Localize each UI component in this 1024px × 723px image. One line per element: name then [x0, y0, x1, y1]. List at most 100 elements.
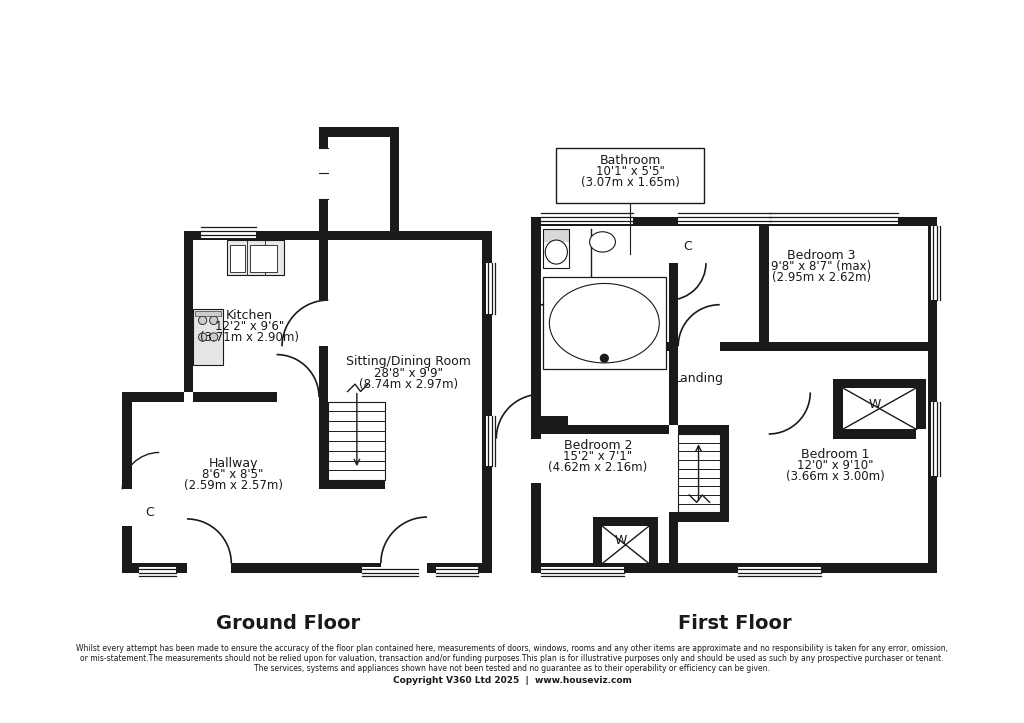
Bar: [226, 240, 284, 275]
Text: Bedroom 1: Bedroom 1: [801, 448, 869, 461]
Bar: [184, 231, 194, 393]
Text: (4.62m x 2.16m): (4.62m x 2.16m): [548, 461, 647, 474]
Bar: [276, 393, 319, 402]
Bar: [678, 342, 937, 351]
Text: The services, systems and appliances shown have not been tested and no guarantee: The services, systems and appliances sho…: [254, 664, 770, 673]
Bar: [678, 513, 729, 522]
Bar: [319, 127, 399, 137]
Text: (2.95m x 2.62m): (2.95m x 2.62m): [772, 271, 871, 284]
Bar: [329, 402, 385, 480]
Bar: [201, 226, 256, 238]
Bar: [319, 393, 329, 480]
Bar: [593, 563, 648, 573]
Text: Landing: Landing: [674, 372, 724, 385]
Bar: [541, 567, 624, 580]
Circle shape: [210, 333, 218, 341]
Text: 9'8" x 8'7" (max): 9'8" x 8'7" (max): [771, 260, 871, 273]
Bar: [122, 563, 492, 573]
Bar: [122, 393, 184, 402]
Bar: [648, 517, 657, 563]
Bar: [541, 211, 633, 224]
Text: Hallway: Hallway: [208, 457, 258, 470]
Bar: [531, 563, 937, 573]
Bar: [194, 393, 319, 402]
Bar: [196, 311, 221, 316]
Text: Bathroom: Bathroom: [599, 154, 660, 167]
Bar: [541, 424, 669, 434]
Bar: [678, 211, 771, 224]
Text: or mis-statement.The measurements should not be relied upon for valuation, trans: or mis-statement.The measurements should…: [80, 654, 944, 663]
Text: (3.66m x 3.00m): (3.66m x 3.00m): [785, 470, 885, 483]
Text: Whilst every attempt has been made to ensure the accuracy of the floor plan cont: Whilst every attempt has been made to en…: [76, 643, 948, 653]
Bar: [544, 277, 667, 369]
Bar: [486, 263, 499, 314]
Text: 8'6" x 8'5": 8'6" x 8'5": [203, 468, 264, 481]
Text: 12'2" x 9'6": 12'2" x 9'6": [215, 320, 285, 333]
Text: W: W: [868, 398, 881, 411]
Ellipse shape: [590, 232, 615, 252]
Bar: [531, 416, 568, 424]
Bar: [194, 309, 223, 364]
Text: Sitting/Dining Room: Sitting/Dining Room: [346, 356, 471, 369]
Bar: [669, 513, 678, 573]
Bar: [362, 567, 418, 580]
Circle shape: [199, 316, 207, 325]
Bar: [226, 240, 284, 275]
Ellipse shape: [545, 240, 567, 264]
Bar: [319, 231, 329, 300]
Text: W: W: [614, 534, 627, 547]
Bar: [738, 567, 821, 580]
Bar: [720, 424, 729, 522]
Circle shape: [210, 316, 218, 325]
Bar: [122, 393, 131, 573]
Text: Ground Floor: Ground Floor: [216, 614, 360, 633]
Bar: [834, 379, 843, 429]
Bar: [184, 231, 492, 240]
Text: 12'0" x 9'10": 12'0" x 9'10": [797, 459, 873, 472]
Bar: [834, 429, 916, 439]
Circle shape: [199, 333, 207, 341]
Bar: [760, 351, 771, 393]
Bar: [230, 244, 245, 273]
Text: (3.07m x 1.65m): (3.07m x 1.65m): [581, 176, 680, 189]
Bar: [250, 244, 278, 273]
Bar: [139, 567, 176, 580]
Bar: [593, 517, 648, 526]
Bar: [531, 217, 541, 573]
Bar: [194, 309, 223, 364]
Bar: [531, 217, 937, 226]
Text: 15'2" x 7'1": 15'2" x 7'1": [563, 450, 633, 463]
Bar: [319, 480, 385, 489]
Bar: [381, 563, 427, 574]
Bar: [669, 226, 680, 263]
Bar: [931, 226, 944, 300]
Bar: [556, 147, 705, 203]
Text: 28'8" x 9'9": 28'8" x 9'9": [374, 367, 443, 380]
Bar: [834, 379, 916, 388]
Bar: [678, 342, 720, 353]
Bar: [319, 147, 329, 199]
Bar: [187, 563, 231, 574]
Bar: [678, 424, 729, 434]
Bar: [544, 229, 569, 242]
Bar: [669, 351, 678, 424]
Bar: [544, 229, 569, 268]
Text: (2.59m x 2.57m): (2.59m x 2.57m): [183, 479, 283, 492]
Text: Copyright V360 Ltd 2025  |  www.houseviz.com: Copyright V360 Ltd 2025 | www.houseviz.c…: [392, 676, 632, 685]
Bar: [678, 434, 720, 513]
Bar: [541, 342, 583, 353]
Bar: [931, 402, 944, 476]
Text: First Floor: First Floor: [678, 614, 792, 633]
Text: Kitchen: Kitchen: [226, 309, 273, 322]
Text: Bedroom 2: Bedroom 2: [563, 439, 632, 452]
Bar: [928, 217, 937, 573]
Bar: [486, 416, 499, 466]
Bar: [669, 226, 678, 351]
Bar: [531, 439, 543, 483]
Bar: [436, 567, 478, 580]
Text: C: C: [145, 506, 155, 519]
Bar: [769, 211, 898, 224]
Text: C: C: [683, 240, 692, 253]
Text: Bedroom 3: Bedroom 3: [787, 249, 856, 262]
Text: (3.71m x 2.90m): (3.71m x 2.90m): [201, 331, 299, 344]
